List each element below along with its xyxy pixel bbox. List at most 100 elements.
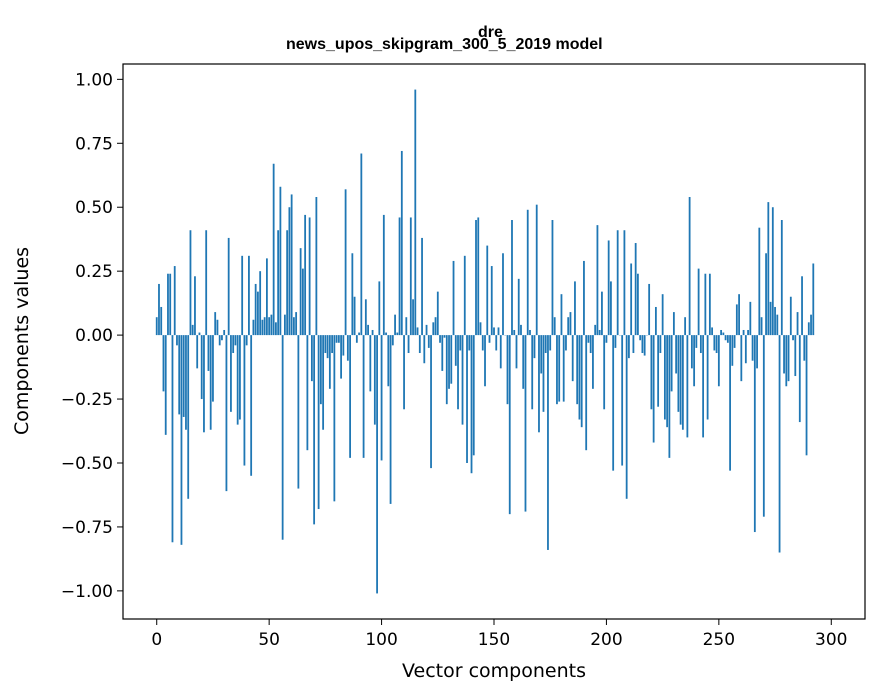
chart-subtitle: news_upos_skipgram_300_5_2019 model (286, 36, 603, 53)
bar-219 (648, 283, 651, 336)
bar-192 (587, 335, 590, 343)
bar-166 (529, 329, 531, 336)
bar-8 (173, 266, 176, 336)
bar-162 (520, 324, 522, 336)
bar-29 (221, 335, 223, 341)
bar-270 (762, 335, 765, 517)
bar-190 (583, 260, 585, 336)
bar-254 (726, 335, 729, 343)
bar-83 (342, 335, 345, 356)
bar-235 (684, 317, 687, 336)
bar-276 (776, 314, 779, 336)
bar-81 (337, 335, 340, 343)
bar-263 (747, 329, 749, 336)
bar-49 (266, 258, 268, 336)
bar-31 (225, 335, 228, 492)
bar-101 (382, 214, 385, 336)
bar-135 (459, 335, 462, 351)
bar-67 (306, 335, 309, 451)
bar-256 (731, 335, 734, 366)
y-tick-label: −1.00 (61, 582, 113, 602)
y-tick-label: −0.25 (61, 390, 113, 410)
bar-96 (371, 329, 374, 336)
bar-153 (499, 335, 502, 369)
bar-95 (369, 335, 372, 392)
bar-199 (603, 335, 606, 410)
y-tick-label: 0.75 (75, 134, 113, 154)
bar-1 (158, 283, 160, 336)
bar-267 (756, 335, 758, 369)
bar-233 (679, 335, 682, 425)
bar-282 (789, 296, 792, 336)
bar-51 (270, 314, 273, 336)
x-tick-label: 150 (478, 630, 510, 650)
bar-80 (335, 335, 338, 343)
bar-225 (661, 294, 664, 336)
bar-22 (205, 230, 208, 336)
bar-147 (486, 245, 489, 336)
bar-280 (785, 335, 788, 387)
bar-191 (585, 335, 588, 451)
bar-183 (567, 317, 570, 336)
chart-title: dre (478, 24, 503, 41)
bar-97 (373, 335, 376, 425)
bar-93 (364, 299, 367, 336)
bar-46 (259, 271, 262, 336)
bar-33 (230, 335, 232, 412)
bar-45 (257, 291, 259, 336)
bar-132 (452, 260, 455, 336)
bar-68 (308, 217, 311, 336)
bar-20 (200, 335, 203, 400)
bar-144 (479, 322, 482, 336)
bar-257 (733, 335, 736, 348)
bar-27 (216, 319, 219, 336)
axes-frame (122, 63, 866, 620)
bar-53 (275, 322, 277, 336)
x-tick-label: 250 (703, 630, 735, 650)
bar-265 (751, 335, 754, 361)
bar-52 (272, 163, 275, 336)
bar-104 (389, 335, 392, 504)
bar-44 (254, 283, 257, 336)
bar-3 (162, 335, 165, 392)
bar-211 (630, 263, 633, 336)
bar-138 (466, 335, 468, 463)
bar-127 (441, 335, 444, 371)
bar-258 (735, 304, 738, 336)
bar-35 (234, 335, 237, 346)
bar-278 (780, 220, 783, 336)
bar-198 (601, 291, 603, 336)
bar-223 (657, 335, 660, 407)
bar-220 (650, 335, 653, 410)
bar-186 (574, 281, 576, 336)
bar-160 (515, 335, 518, 369)
bar-271 (765, 253, 767, 336)
bar-136 (461, 335, 464, 425)
bar-117 (418, 335, 421, 354)
bar-197 (598, 329, 601, 336)
bar-98 (376, 335, 378, 594)
bar-171 (540, 335, 543, 374)
bar-179 (558, 335, 561, 402)
bar-37 (239, 335, 241, 420)
bar-167 (531, 335, 534, 410)
bar-73 (319, 335, 322, 405)
bar-150 (493, 327, 495, 336)
bar-244 (704, 273, 707, 336)
bar-39 (243, 335, 246, 466)
bar-228 (668, 335, 671, 458)
bar-91 (360, 153, 363, 336)
bar-290 (807, 322, 810, 336)
bar-133 (454, 335, 457, 366)
bar-164 (524, 335, 527, 512)
bar-207 (621, 335, 624, 466)
bar-288 (803, 335, 806, 361)
bar-142 (475, 220, 477, 336)
bar-24 (209, 335, 212, 430)
bar-64 (299, 248, 302, 336)
bar-32 (227, 237, 230, 336)
bar-181 (562, 335, 565, 402)
x-axis-label: Vector components (402, 660, 586, 682)
bar-115 (414, 89, 417, 336)
bar-268 (758, 227, 761, 336)
